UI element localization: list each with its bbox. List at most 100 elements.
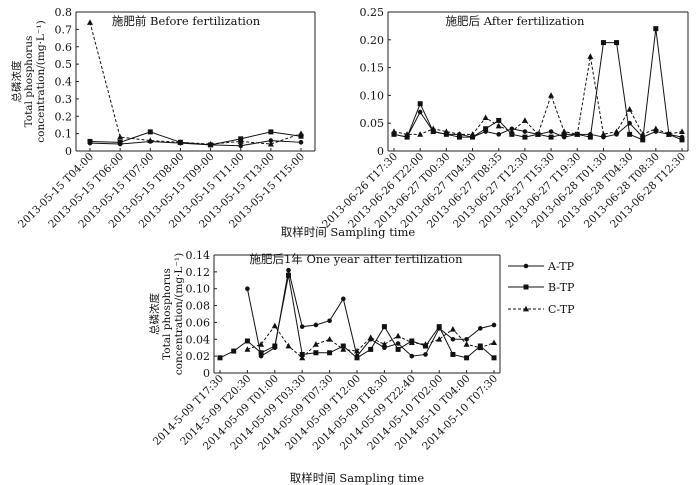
y-tick-label: 0.25 xyxy=(360,6,385,19)
y-tick-label: 0.08 xyxy=(186,300,211,313)
y-tick-label: 0.12 xyxy=(186,266,211,279)
data-point-b-tp xyxy=(217,355,223,361)
data-point-c-tp xyxy=(443,128,450,134)
data-point-c-tp xyxy=(495,122,502,129)
data-point-c-tp xyxy=(354,347,360,354)
top-x-axis-label: 取样时间 Sampling time xyxy=(281,225,416,239)
data-point-c-tp xyxy=(340,346,347,352)
data-point-c-tp xyxy=(491,339,497,346)
data-point-b-tp xyxy=(258,350,264,356)
data-point-b-tp xyxy=(470,134,476,140)
data-point-b-tp xyxy=(456,134,462,140)
data-point-b-tp xyxy=(231,348,237,354)
data-point-a-tp xyxy=(395,341,401,346)
data-point-a-tp xyxy=(341,296,346,302)
data-point-a-tp xyxy=(313,322,319,328)
data-point-c-tp xyxy=(574,131,581,137)
data-point-c-tp xyxy=(535,131,541,137)
data-point-b-tp xyxy=(299,351,305,357)
data-point-b-tp xyxy=(340,343,346,349)
data-point-c-tp xyxy=(587,53,594,59)
y-tick-label: 0 xyxy=(65,145,72,158)
data-point-c-tp xyxy=(665,131,672,137)
data-point-c-tp xyxy=(395,332,402,339)
y-tick-label: 0.6 xyxy=(55,41,73,54)
data-point-a-tp xyxy=(299,324,305,329)
data-point-b-tp xyxy=(653,26,659,32)
x-axis-label: 取样时间 Sampling time xyxy=(290,471,425,485)
legend-label: A-TP xyxy=(547,260,575,273)
data-point-c-tp xyxy=(87,19,93,25)
data-point-b-tp xyxy=(561,131,567,137)
y-tick-label: 0 xyxy=(377,145,384,158)
data-point-c-tp xyxy=(449,325,456,332)
data-point-a-tp xyxy=(464,336,469,342)
y-axis-label: Total phosphorus xyxy=(161,268,173,360)
data-point-a-tp xyxy=(238,143,244,149)
data-point-a-tp xyxy=(268,138,274,143)
data-point-b-tp xyxy=(268,129,274,135)
y-tick-label: 0.02 xyxy=(186,350,211,363)
y-tick-label: 0.20 xyxy=(360,34,385,47)
data-point-b-tp xyxy=(450,351,456,357)
data-point-a-tp xyxy=(548,129,554,134)
panel-title: 施肥后 After fertilization xyxy=(446,14,585,28)
y-tick-label: 0.10 xyxy=(186,283,211,296)
data-point-c-tp xyxy=(422,341,429,347)
data-point-c-tp xyxy=(326,336,333,342)
y-tick-label: 0.15 xyxy=(360,62,385,75)
data-point-b-tp xyxy=(496,117,502,123)
data-point-b-tp xyxy=(436,324,442,330)
data-point-a-tp xyxy=(496,132,502,137)
y-axis-label: Total phosphorus xyxy=(23,36,35,128)
data-point-b-tp xyxy=(87,138,93,144)
data-point-c-tp xyxy=(613,128,620,134)
panel-title: 施肥后1年 One year after fertilization xyxy=(249,252,463,266)
data-point-c-tp xyxy=(408,339,415,346)
data-point-c-tp xyxy=(679,128,685,134)
data-point-a-tp xyxy=(522,129,528,134)
series-line-b-tp xyxy=(393,28,683,141)
data-point-a-tp xyxy=(286,267,291,273)
data-point-b-tp xyxy=(286,272,291,278)
data-point-c-tp xyxy=(548,92,555,98)
y-tick-label: 0.4 xyxy=(55,76,73,89)
y-tick-label: 0.2 xyxy=(55,110,73,123)
data-point-b-tp xyxy=(391,131,397,137)
data-point-c-tp xyxy=(391,128,397,134)
y-tick-label: 0.05 xyxy=(360,117,385,130)
data-point-b-tp xyxy=(679,137,685,143)
data-point-b-tp xyxy=(368,346,374,352)
data-point-b-tp xyxy=(509,131,515,137)
data-point-c-tp xyxy=(237,138,244,144)
legend-marker xyxy=(523,263,529,269)
data-point-a-tp xyxy=(478,326,483,331)
y-axis-label: 总磷浓度 xyxy=(148,293,161,335)
data-point-c-tp xyxy=(207,140,214,147)
data-point-b-tp xyxy=(117,139,123,145)
y-tick-label: 0.8 xyxy=(55,6,73,19)
data-point-c-tp xyxy=(456,131,463,137)
data-point-a-tp xyxy=(409,353,415,359)
data-point-b-tp xyxy=(417,101,423,107)
data-point-c-tp xyxy=(299,354,306,361)
data-point-a-tp xyxy=(417,109,423,115)
y-tick-label: 0.10 xyxy=(360,89,385,102)
data-point-c-tp xyxy=(147,137,154,143)
data-point-b-tp xyxy=(522,134,528,140)
data-point-b-tp xyxy=(381,324,387,330)
data-point-a-tp xyxy=(245,286,250,292)
data-point-c-tp xyxy=(177,139,184,145)
legend-marker xyxy=(523,284,529,290)
series-line-a-tp xyxy=(246,270,495,358)
data-point-b-tp xyxy=(614,40,620,46)
data-point-c-tp xyxy=(312,341,319,347)
data-point-c-tp xyxy=(561,128,568,134)
data-point-c-tp xyxy=(258,341,265,347)
series-line-c-tp xyxy=(247,324,495,359)
series-line-c-tp xyxy=(89,22,302,145)
y-tick-label: 0.3 xyxy=(55,93,73,106)
data-point-b-tp xyxy=(244,338,250,344)
data-point-c-tp xyxy=(285,342,292,349)
